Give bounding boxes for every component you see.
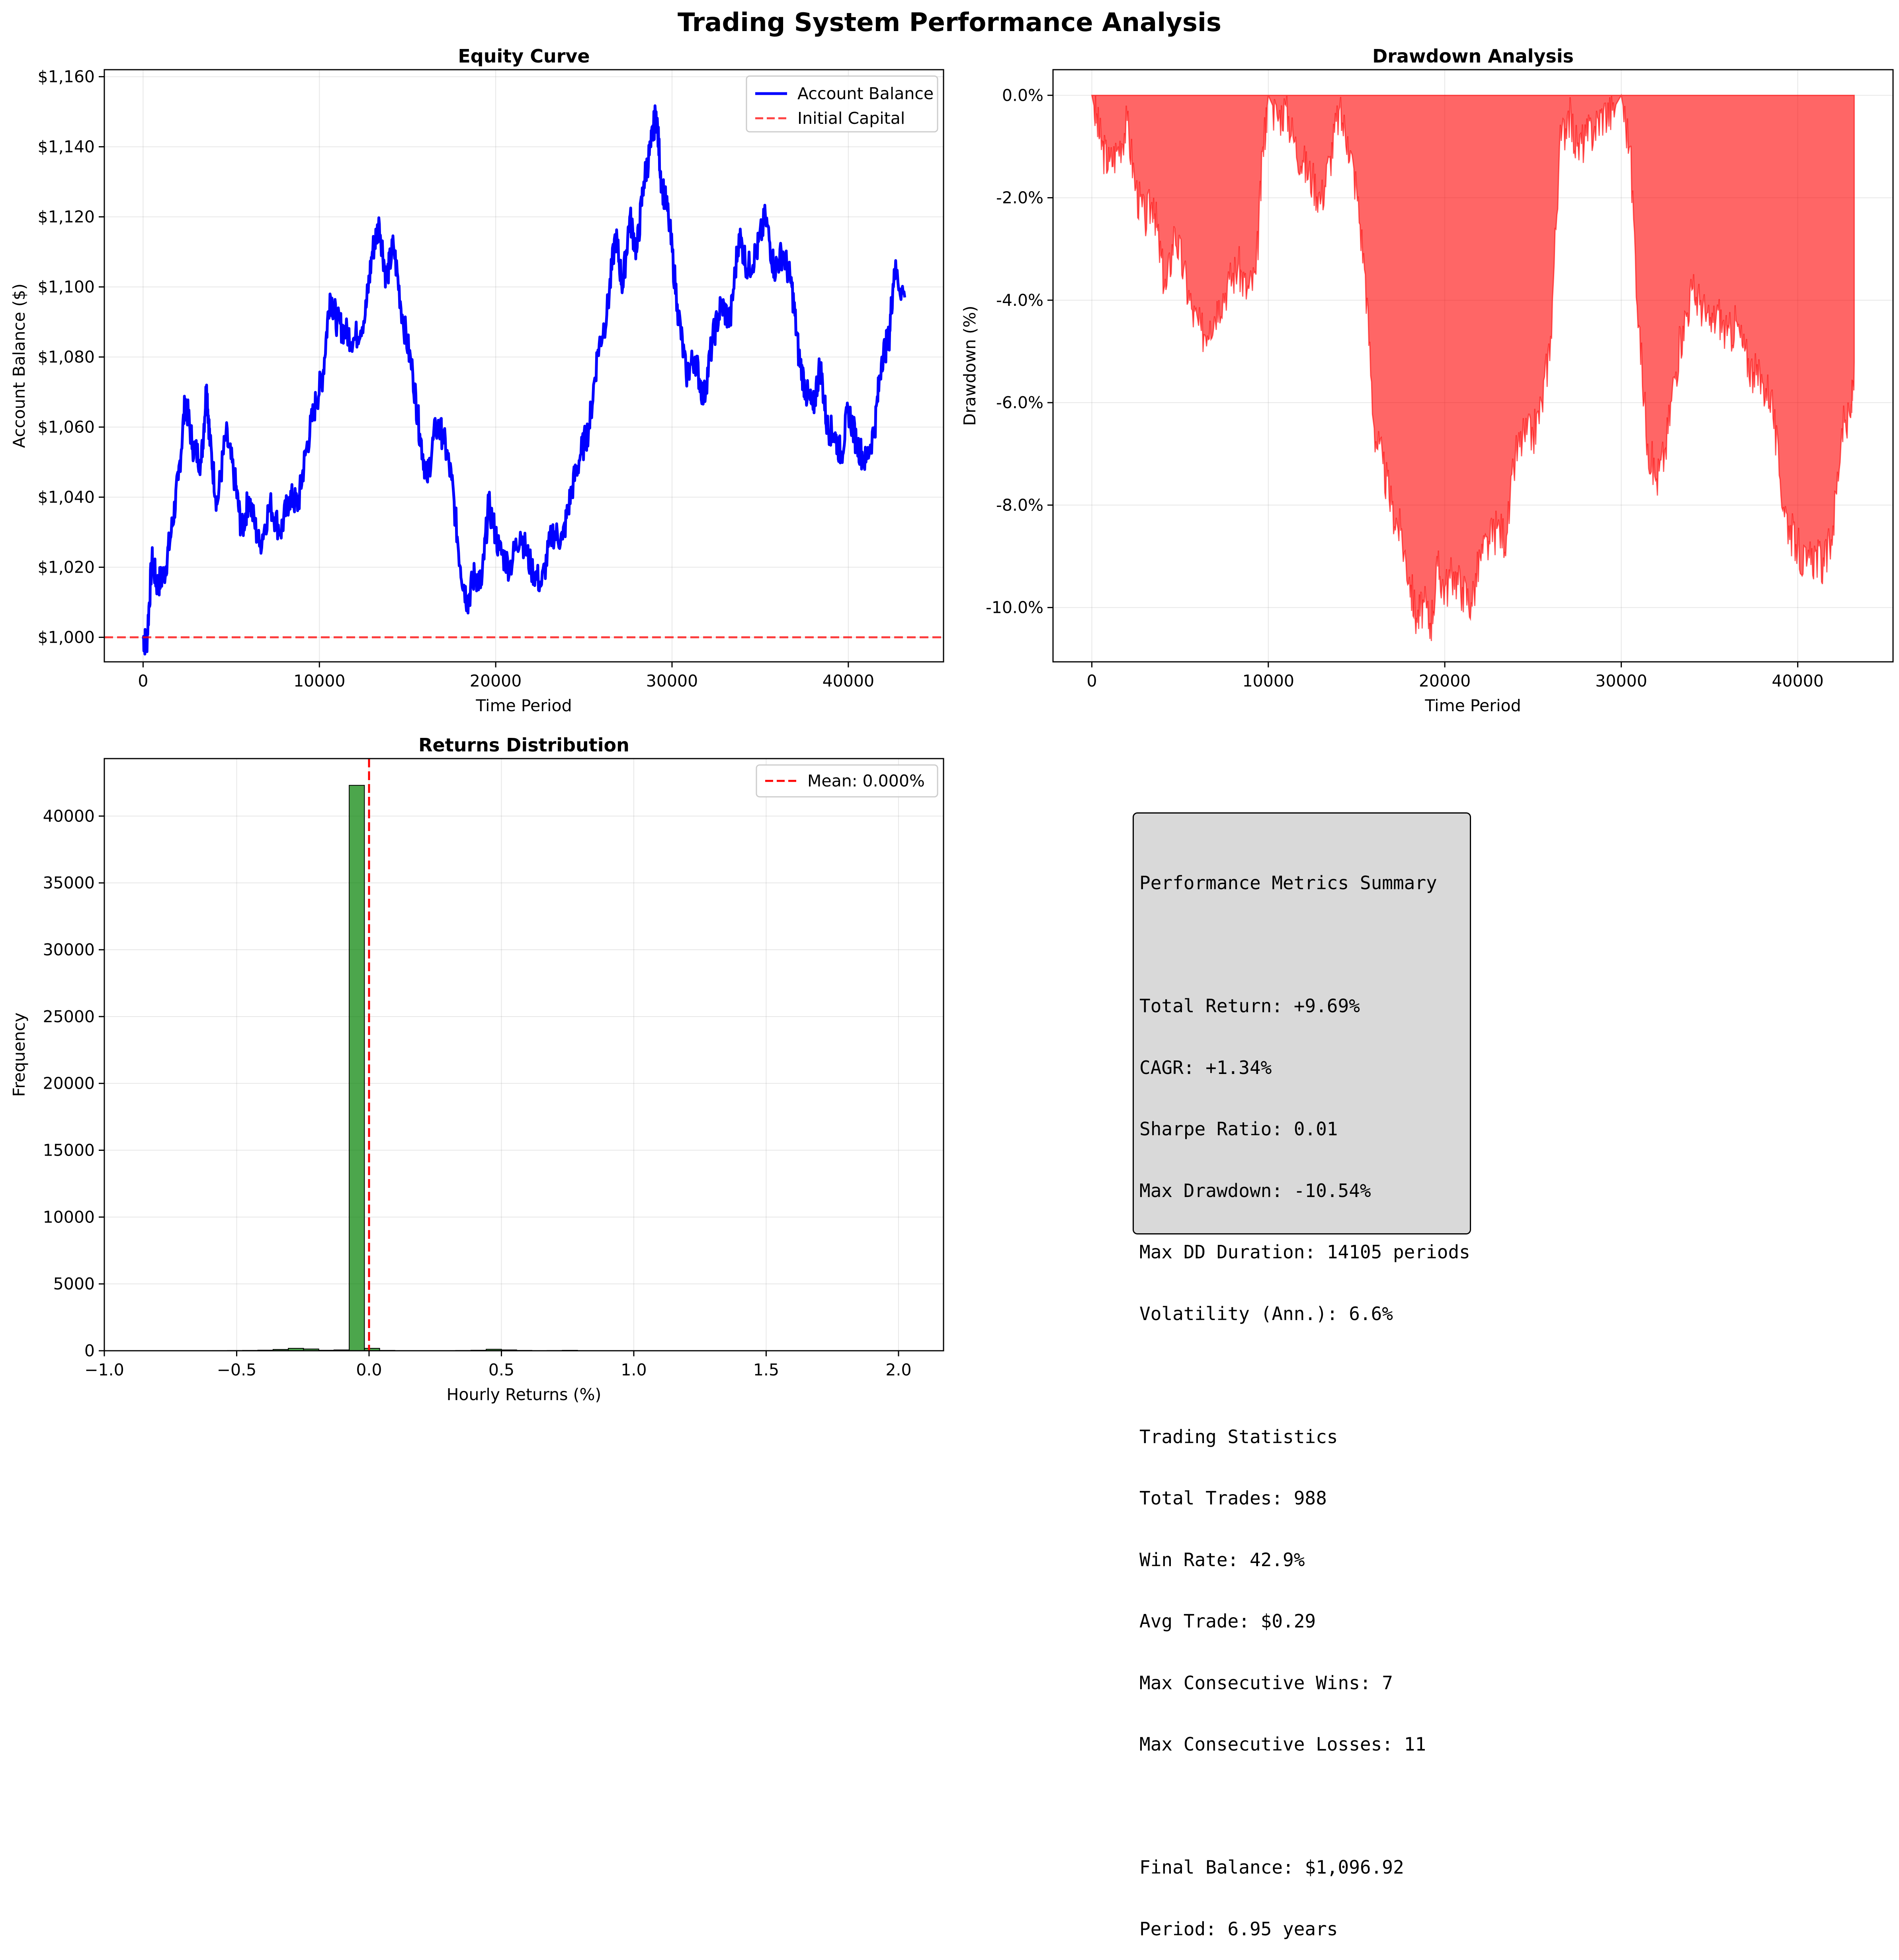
x-tick-label: 10000 — [1243, 671, 1294, 690]
legend-label-mean: Mean: 0.000% — [807, 771, 925, 790]
x-tick-label: 0.5 — [488, 1360, 514, 1379]
x-tick-label: 40000 — [1772, 671, 1823, 690]
y-tick-label: $1,160 — [38, 67, 95, 86]
legend-label-initial-capital: Initial Capital — [797, 109, 905, 128]
x-tick-label: 1.5 — [753, 1360, 779, 1379]
x-tick-label: 1.0 — [621, 1360, 647, 1379]
x-tick-label: 20000 — [470, 671, 522, 690]
y-tick-label: 20000 — [43, 1074, 95, 1093]
y-tick-label: 35000 — [43, 873, 95, 892]
y-tick-label: $1,120 — [38, 207, 95, 227]
y-tick-label: 0 — [84, 1341, 95, 1360]
metrics-line: CAGR: +1.34% — [1139, 1058, 1470, 1078]
x-tick-label: 0 — [138, 671, 148, 690]
y-axis-label: Frequency — [10, 1013, 29, 1097]
y-tick-label: $1,140 — [38, 137, 95, 156]
x-tick-label: 20000 — [1419, 671, 1471, 690]
y-tick-label: 5000 — [53, 1274, 95, 1293]
y-tick-label: $1,040 — [38, 487, 95, 507]
legend-label-account-balance: Account Balance — [797, 84, 934, 103]
y-tick-label: 0.0% — [1002, 86, 1043, 105]
y-axis-label: Account Balance ($) — [10, 284, 29, 448]
metrics-summary-box: Performance Metrics Summary Total Return… — [1133, 812, 1471, 1234]
x-tick-label: 10000 — [293, 671, 345, 690]
metrics-line: Trading Statistics — [1139, 1427, 1470, 1448]
chart-title: Returns Distribution — [418, 734, 629, 756]
y-tick-label: -8.0% — [996, 495, 1043, 514]
metrics-line: Max DD Duration: 14105 periods — [1139, 1242, 1470, 1263]
metrics-line — [1139, 935, 1470, 955]
y-tick-label: $1,080 — [38, 348, 95, 367]
x-tick-label: −0.5 — [217, 1360, 257, 1379]
x-tick-label: −1.0 — [84, 1360, 124, 1379]
metrics-line: Period: 6.95 years — [1139, 1919, 1470, 1940]
x-tick-label: 0 — [1086, 671, 1097, 690]
histogram-bar — [349, 785, 364, 1351]
figure-title: Trading System Performance Analysis — [678, 8, 1221, 37]
y-tick-label: -4.0% — [996, 291, 1043, 310]
metrics-line: Max Drawdown: -10.54% — [1139, 1181, 1470, 1201]
y-tick-label: $1,000 — [38, 628, 95, 647]
x-tick-label: 2.0 — [885, 1360, 911, 1379]
x-tick-label: 30000 — [1595, 671, 1647, 690]
y-tick-label: -10.0% — [986, 598, 1043, 617]
metrics-line: Max Consecutive Losses: 11 — [1139, 1734, 1470, 1755]
y-tick-label: 40000 — [43, 806, 95, 825]
x-tick-label: 40000 — [823, 671, 874, 690]
metrics-line: Total Return: +9.69% — [1139, 996, 1470, 1017]
y-tick-label: -6.0% — [996, 393, 1043, 412]
x-tick-label: 30000 — [646, 671, 698, 690]
metrics-line: Performance Metrics Summary — [1139, 873, 1470, 894]
x-axis-label: Time Period — [1424, 696, 1521, 715]
y-axis-label: Drawdown (%) — [960, 306, 979, 426]
y-tick-label: 10000 — [43, 1207, 95, 1226]
chart-title: Drawdown Analysis — [1372, 45, 1574, 67]
y-tick-label: $1,100 — [38, 278, 95, 297]
metrics-line: Final Balance: $1,096.92 — [1139, 1857, 1470, 1878]
metrics-line — [1139, 1796, 1470, 1817]
x-axis-label: Time Period — [475, 696, 572, 715]
metrics-line: Avg Trade: $0.29 — [1139, 1611, 1470, 1632]
metrics-line: Total Trades: 988 — [1139, 1488, 1470, 1509]
metrics-line — [1139, 1365, 1470, 1386]
x-axis-label: Hourly Returns (%) — [447, 1385, 602, 1404]
y-tick-label: $1,020 — [38, 557, 95, 577]
y-tick-label: -2.0% — [996, 188, 1043, 207]
metrics-line: Max Consecutive Wins: 7 — [1139, 1673, 1470, 1694]
figure: Trading System Performance Analysis 0 100… — [0, 0, 1899, 1411]
y-tick-label: $1,060 — [38, 417, 95, 436]
x-tick-label: 0.0 — [356, 1360, 382, 1379]
metrics-line: Volatility (Ann.): 6.6% — [1139, 1304, 1470, 1324]
y-tick-label: 30000 — [43, 940, 95, 959]
metrics-line: Sharpe Ratio: 0.01 — [1139, 1119, 1470, 1140]
y-tick-label: 25000 — [43, 1007, 95, 1026]
y-tick-label: 15000 — [43, 1141, 95, 1160]
chart-title: Equity Curve — [458, 45, 590, 67]
metrics-line: Win Rate: 42.9% — [1139, 1550, 1470, 1571]
